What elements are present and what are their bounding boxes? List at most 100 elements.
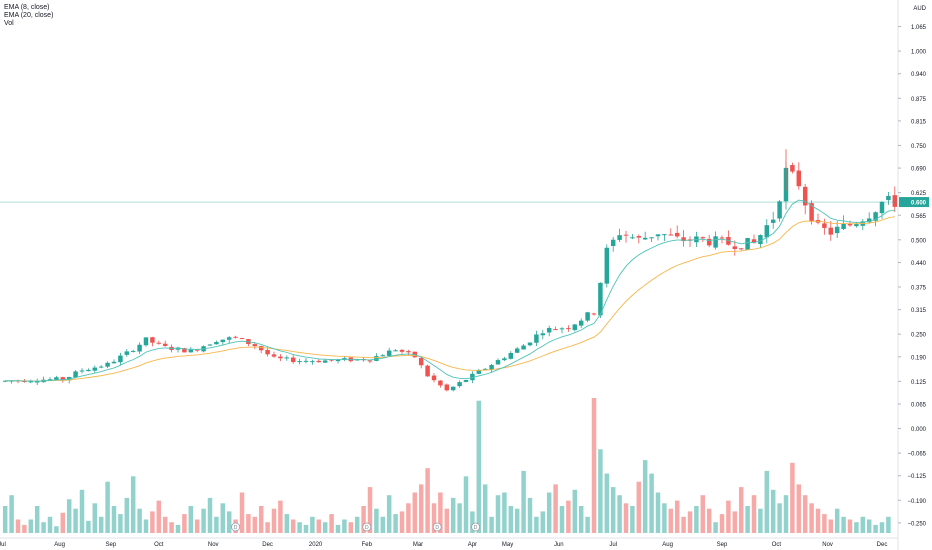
y-tick-label: 0.065 xyxy=(911,403,927,409)
volume-bar xyxy=(470,511,475,533)
candle-body xyxy=(636,236,642,238)
candle-body xyxy=(92,367,98,371)
candle-body xyxy=(777,201,782,219)
candle-body xyxy=(738,248,744,250)
candle-body xyxy=(598,282,603,316)
volume-bar xyxy=(457,503,462,533)
volume-bar xyxy=(463,476,469,533)
volume-bar xyxy=(777,503,782,533)
volume-bar xyxy=(790,462,795,533)
x-tick-label: May xyxy=(502,542,513,548)
volume-bar xyxy=(489,516,494,533)
indicator-legend: EMA (8, close) EMA (20, close) Vol xyxy=(4,4,53,28)
candle-body xyxy=(329,359,334,361)
volume-bar xyxy=(815,508,821,533)
candle-body xyxy=(425,365,430,377)
candle-body xyxy=(674,232,680,237)
candle-body xyxy=(271,354,277,357)
y-tick-label: 1.065 xyxy=(911,25,927,31)
candle-body xyxy=(444,384,450,391)
candle-body xyxy=(438,380,443,386)
candle-body xyxy=(265,349,270,355)
candle-body xyxy=(399,349,405,352)
volume-bar xyxy=(681,516,686,533)
volume-bar xyxy=(124,497,130,533)
candle-body xyxy=(764,225,770,238)
volume-bar xyxy=(770,489,776,533)
candle-body xyxy=(54,377,59,380)
volume-bar xyxy=(361,506,366,533)
volume-bar xyxy=(521,470,526,533)
volume-bar xyxy=(847,519,853,533)
x-tick-label: Oct xyxy=(772,542,782,548)
candle-body xyxy=(514,348,520,353)
candle-body xyxy=(521,345,526,350)
volume-bar xyxy=(566,500,571,533)
candle-body xyxy=(118,355,123,363)
volume-bar xyxy=(540,511,546,533)
x-tick-label: Nov xyxy=(208,542,219,548)
candle-body xyxy=(572,324,578,331)
candle-body xyxy=(98,366,104,368)
volume-bar xyxy=(34,506,40,533)
y-tick-label: −0.065 xyxy=(907,452,926,458)
y-tick-label: 0.690 xyxy=(911,167,927,173)
candle-body xyxy=(252,344,258,347)
candle-body xyxy=(700,237,706,239)
volume-bar xyxy=(15,519,21,533)
volume-bar xyxy=(297,522,302,533)
x-tick-label: Jun xyxy=(554,542,564,548)
volume-bar xyxy=(239,492,245,533)
candle-body xyxy=(719,237,725,239)
candle-body xyxy=(879,201,885,214)
volume-bar xyxy=(22,524,27,533)
y-tick-label: 0.315 xyxy=(911,308,927,314)
candle-body xyxy=(476,370,482,374)
volume-bar xyxy=(265,522,270,533)
y-tick-label: 1.000 xyxy=(911,50,927,56)
current-price-label-bg xyxy=(899,197,929,208)
candle-body xyxy=(156,342,162,344)
volume-bar xyxy=(745,506,750,533)
candle-body xyxy=(310,361,315,363)
candle-body xyxy=(220,339,226,343)
volume-bar xyxy=(73,508,78,533)
legend-ema-slow[interactable]: EMA (20, close) xyxy=(4,12,54,19)
volume-bar xyxy=(156,500,162,533)
volume-bar xyxy=(418,484,424,533)
y-tick-label: 0.750 xyxy=(911,144,927,150)
volume-bar xyxy=(162,516,168,533)
candle-body xyxy=(431,375,437,381)
candle-body xyxy=(322,360,328,363)
legend-volume[interactable]: Vol xyxy=(4,20,14,27)
candle-body xyxy=(450,386,456,391)
volume-bar xyxy=(706,508,712,533)
volume-bar xyxy=(194,519,200,533)
volume-bar xyxy=(604,473,610,533)
ema-fast-line xyxy=(5,199,895,382)
volume-bar xyxy=(873,524,878,533)
candle-body xyxy=(207,344,213,346)
volume-bar xyxy=(527,497,533,533)
volume-bar xyxy=(854,522,859,533)
candle-body xyxy=(79,370,85,372)
volume-bar xyxy=(758,508,763,533)
candle-body xyxy=(758,235,763,244)
volume-bar xyxy=(598,449,603,533)
volume-bar xyxy=(508,506,514,533)
volume-bar xyxy=(796,484,802,533)
candle-body xyxy=(559,328,565,330)
volume-bar xyxy=(438,492,443,533)
volume-bar xyxy=(47,516,53,533)
volume-bar xyxy=(290,519,296,533)
volume-bar xyxy=(636,481,642,533)
volume-bar xyxy=(809,503,814,533)
candle-body xyxy=(732,246,738,249)
legend-ema-fast[interactable]: EMA (8, close) xyxy=(4,4,50,11)
x-tick-label: Feb xyxy=(362,542,373,548)
volume-bar xyxy=(866,519,872,533)
volume-bar xyxy=(514,508,520,533)
y-tick-label: 0.125 xyxy=(911,380,927,386)
